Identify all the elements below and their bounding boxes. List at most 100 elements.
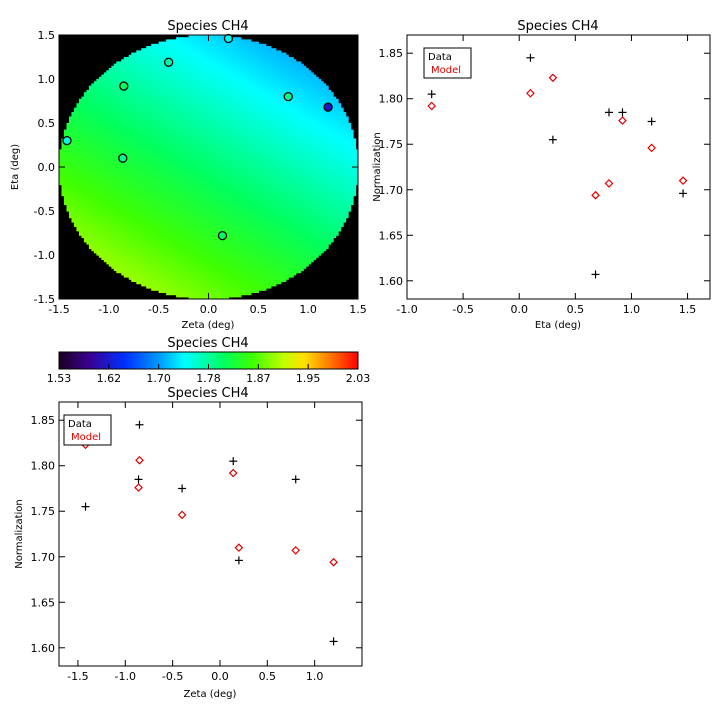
map-field-cell: [151, 208, 155, 212]
map-field-cell: [116, 70, 120, 73]
map-field-cell: [118, 81, 122, 84]
map-field-cell: [141, 200, 145, 203]
map-field-cell: [91, 90, 95, 93]
map-field-cell: [173, 103, 177, 106]
map-field-cell: [108, 103, 112, 106]
map-field-cell: [153, 171, 157, 175]
map-field-cell: [161, 263, 165, 267]
map-field-cell: [76, 228, 80, 232]
map-field-cell: [138, 123, 142, 126]
map-field-cell: [148, 268, 152, 271]
map-field-cell: [116, 235, 120, 238]
map-field-cell: [143, 167, 147, 170]
map-field-cell: [68, 213, 73, 216]
map-field-cell: [171, 292, 175, 296]
map-field-cell: [88, 96, 92, 100]
map-field-cell: [88, 178, 92, 181]
map-field-cell: [171, 87, 175, 91]
map-field-cell: [63, 151, 68, 155]
map-field-cell: [126, 252, 130, 256]
map-field-cell: [101, 164, 105, 168]
map-field-cell: [83, 114, 88, 117]
map-field-cell: [128, 98, 132, 102]
map-field-cell: [61, 142, 65, 146]
map-field-cell: [96, 186, 100, 190]
map-field-cell: [106, 136, 110, 139]
map-field-cell: [161, 193, 165, 197]
map-field-cell: [156, 65, 160, 69]
map-field-cell: [168, 292, 172, 296]
map-field-cell: [138, 241, 142, 245]
map-field-cell: [163, 208, 167, 212]
map-field-cell: [161, 246, 165, 249]
map-field-cell: [136, 241, 140, 245]
map-field-cell: [68, 160, 73, 164]
map-field-cell: [103, 222, 107, 225]
map-field-cell: [108, 123, 112, 126]
map-field-cell: [163, 123, 167, 126]
map-field-cell: [96, 211, 100, 214]
map-field-cell: [128, 101, 132, 104]
map-field-cell: [131, 151, 135, 155]
map-field-cell: [163, 279, 167, 282]
map-field-cell: [136, 151, 140, 155]
map-field-cell: [151, 101, 155, 104]
map-field-cell: [83, 118, 88, 122]
map-field-cell: [151, 252, 155, 256]
map-field-cell: [116, 226, 120, 230]
map-field-cell: [88, 189, 92, 192]
map-field-cell: [161, 279, 165, 282]
map-field-cell: [126, 259, 130, 263]
map-field-cell: [96, 175, 100, 179]
map-field-cell: [161, 94, 165, 98]
map-field-cell: [158, 131, 162, 135]
map-field-cell: [118, 226, 122, 230]
map-field-cell: [166, 101, 170, 104]
map-field-cell: [156, 109, 160, 113]
map-field-cell: [128, 239, 132, 243]
map-field-cell: [151, 237, 155, 241]
map-field-cell: [133, 151, 137, 155]
map-field-cell: [148, 136, 152, 139]
map-field-cell: [121, 96, 125, 100]
map-field-cell: [156, 43, 160, 47]
map-field-cell: [88, 241, 92, 245]
map-field-cell: [158, 158, 162, 161]
map-field-cell: [156, 164, 160, 168]
map-field-cell: [151, 116, 155, 120]
map-field-cell: [98, 224, 102, 227]
map-field-cell: [166, 114, 170, 117]
map-field-cell: [133, 272, 137, 276]
map-field-cell: [173, 138, 177, 142]
map-field-cell: [106, 204, 110, 208]
map-field-cell: [161, 87, 165, 91]
map-field-cell: [176, 175, 180, 179]
map-field-cell: [168, 72, 172, 76]
map-field-cell: [148, 237, 152, 241]
map-field-cell: [78, 204, 83, 208]
map-field-cell: [146, 211, 150, 214]
map-field-cell: [136, 158, 140, 161]
map-field-cell: [73, 153, 78, 157]
map-field-cell: [121, 125, 125, 128]
map-field-cell: [168, 142, 172, 146]
map-field-cell: [171, 131, 175, 135]
map-field-cell: [163, 101, 167, 104]
map-field-cell: [141, 272, 145, 276]
map-field-cell: [143, 178, 147, 181]
map-field-cell: [153, 79, 157, 82]
map-field-cell: [121, 182, 125, 186]
map-field-cell: [103, 101, 107, 104]
map-field-cell: [158, 72, 162, 76]
map-field-cell: [123, 237, 127, 241]
map-field-cell: [98, 215, 102, 219]
map-field-cell: [81, 189, 85, 192]
map-field-cell: [121, 149, 125, 153]
map-field-cell: [83, 116, 88, 120]
map-field-cell: [88, 226, 92, 230]
map-field-cell: [123, 107, 127, 111]
map-field-cell: [93, 153, 97, 157]
map-field-cell: [136, 266, 140, 269]
map-field-cell: [163, 285, 167, 289]
map-field-cell: [103, 233, 107, 236]
